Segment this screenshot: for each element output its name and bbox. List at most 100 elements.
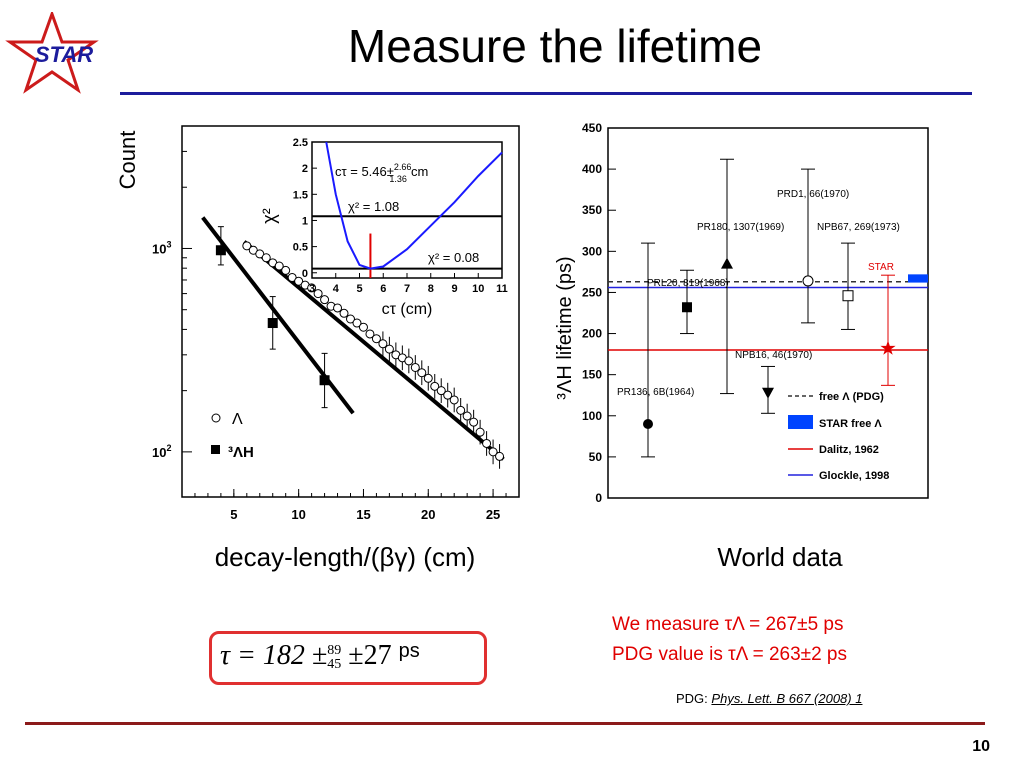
x-tick-label: 15 — [356, 507, 370, 522]
lifetime-formula: τ = 182 ±89 45 ±27 ps — [220, 640, 420, 672]
inset-x-tick-label: 8 — [428, 283, 434, 295]
lambda-point — [378, 339, 388, 349]
decay-length-chart: Count 5 10 15 20 25 102 103 Λ ³ΛH 3 4 5 6 7 8 9 10 11 0 0.… — [115, 125, 520, 522]
inset-y-tick-label: 1.5 — [293, 189, 308, 201]
inset-ct-label: cτ = 5.46±2.66 1.36 cm — [335, 162, 428, 184]
inset-ylabel: χ² — [259, 208, 279, 223]
star-logo-shape — [5, 12, 99, 94]
inset-x-tick-label: 4 — [333, 283, 340, 295]
lambda-point — [281, 265, 291, 275]
legend-hypertriton-marker — [211, 445, 220, 454]
x-tick-label: 10 — [291, 507, 305, 522]
legend-lambda-label: Λ — [232, 411, 243, 428]
lambda-point — [482, 438, 492, 448]
left-ylabel: Count — [115, 131, 140, 190]
lambda-point — [443, 390, 453, 400]
bottom-rule — [25, 722, 985, 725]
lambda-point — [346, 314, 355, 324]
world-point-label: PR136, 6B(1964) — [617, 387, 694, 398]
lambda-point — [488, 447, 498, 457]
formula-unit: ps — [398, 640, 420, 662]
inset-x-tick-label: 7 — [404, 283, 410, 295]
lambda-point — [371, 334, 381, 344]
lambda-point — [462, 411, 472, 421]
lambda-point — [404, 356, 414, 366]
right-y-tick-label: 450 — [582, 121, 602, 135]
legend-lambda-marker — [211, 413, 221, 423]
world-point — [802, 275, 814, 287]
world-point-label: PR180, 1307(1969) — [697, 222, 784, 233]
inset-chi2-min-label: χ² = 0.08 — [428, 250, 479, 265]
legend-label: STAR free Λ — [819, 418, 882, 430]
inset-chi2-plus1-label: χ² = 1.08 — [348, 199, 399, 214]
hypertriton-point — [267, 318, 278, 329]
pdg-lifetime: PDG value is τΛ = 263±2 ps — [612, 644, 847, 665]
pdg-label: PDG: — [676, 691, 708, 706]
hypertriton-point — [215, 245, 226, 256]
lambda-point — [365, 329, 375, 339]
inset-x-tick-label: 5 — [356, 283, 362, 295]
world-point-label: NPB16, 46(1970) — [735, 350, 812, 361]
inset-x-tick-label: 10 — [472, 283, 484, 295]
inset-x-tick-label: 9 — [451, 283, 457, 295]
lambda-point — [333, 303, 343, 313]
lambda-point — [475, 427, 485, 437]
lambda-point — [449, 395, 459, 405]
right-ylabel: ³ΛH lifetime (ps) — [554, 256, 576, 399]
star-free-band — [908, 274, 928, 283]
legend-hypertriton-label: ³ΛH — [228, 444, 254, 461]
lambda-point — [423, 373, 433, 383]
lambda-point — [384, 344, 394, 354]
lambda-point — [436, 386, 446, 396]
legend-label: free Λ (PDG) — [819, 391, 884, 403]
star-logo-text: STAR — [35, 42, 93, 67]
right-y-tick-label: 350 — [582, 203, 602, 217]
pdg-reference: PDG: Phys. Lett. B 667 (2008) 1 — [676, 691, 862, 706]
inset-y-tick-label: 2 — [302, 163, 308, 175]
lambda-point — [274, 261, 284, 271]
legend-label: Glockle, 1998 — [819, 470, 889, 482]
left-caption: decay-length/(βγ) (cm) — [214, 542, 476, 572]
slide-title: Measure the lifetime — [347, 20, 763, 72]
inset-y-tick-label: 0 — [302, 268, 308, 280]
lambda-point — [456, 405, 466, 415]
lambda-point — [307, 283, 317, 293]
world-point — [762, 387, 774, 399]
lambda-point — [242, 241, 252, 251]
lambda-point — [495, 451, 505, 461]
y-tick-exponent: 3 — [166, 239, 171, 249]
right-y-tick-label: 50 — [589, 450, 603, 464]
y-tick-exponent: 2 — [166, 443, 171, 453]
right-caption: World data — [717, 542, 843, 572]
right-y-tick-label: 300 — [582, 244, 602, 258]
inset-y-tick-label: 0.5 — [293, 242, 308, 254]
right-plot-frame — [607, 127, 929, 499]
inset-x-tick-label: 3 — [309, 283, 315, 295]
page-number: 10 — [972, 738, 990, 755]
right-y-tick-label: 100 — [582, 409, 602, 423]
formula-minus: 45 — [327, 656, 342, 672]
right-y-tick-label: 250 — [582, 285, 602, 299]
lambda-point — [294, 276, 304, 286]
lambda-point — [430, 381, 440, 391]
x-tick-label: 20 — [421, 507, 435, 522]
lambda-point — [339, 308, 349, 318]
hypertriton-point — [319, 375, 330, 386]
star-logo: STAR — [5, 12, 99, 94]
lambda-point — [287, 272, 297, 282]
lambda-point — [410, 362, 420, 372]
measured-lifetime: We measure τΛ = 267±5 ps — [612, 614, 844, 635]
inset-chi2-curve — [325, 141, 503, 270]
x-tick-label: 5 — [230, 507, 237, 522]
inset-frame — [311, 141, 503, 279]
inset-ct-plus: 2.66 — [394, 162, 412, 172]
lambda-point — [417, 368, 427, 378]
formula-box — [209, 631, 487, 685]
world-point-label: NPB67, 269(1973) — [817, 222, 900, 233]
formula-main: τ = 182 ± — [220, 640, 328, 671]
pdg-reference-link[interactable]: Phys. Lett. B 667 (2008) 1 — [711, 691, 863, 706]
inset-ct-unit: cm — [411, 164, 428, 179]
legend-label: Dalitz, 1962 — [819, 444, 879, 456]
world-point-label: STAR — [868, 262, 894, 273]
world-point — [842, 290, 854, 302]
